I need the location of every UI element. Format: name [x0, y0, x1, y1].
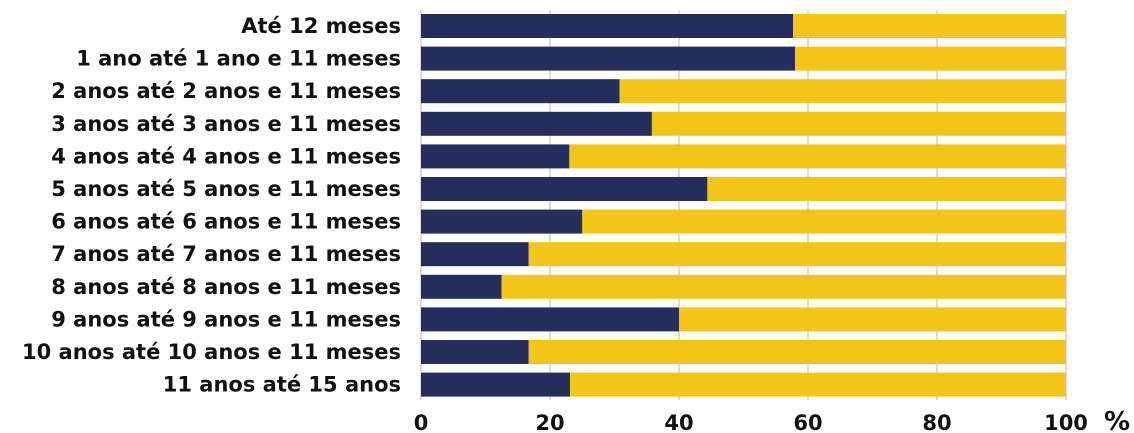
- x-tick-label: 20: [535, 411, 564, 433]
- category-labels: Até 12 meses 1 ano até 1 ano e 11 meses 2 …: [22, 14, 401, 397]
- x-tick-label: 80: [922, 411, 951, 433]
- bar-series0-row11: [421, 372, 570, 397]
- bar-series1-row9: [679, 307, 1066, 332]
- bar-series0-row7: [421, 242, 529, 267]
- bar-series0-row5: [421, 177, 708, 201]
- category-label: 10 anos até 10 anos e 11 meses: [22, 340, 401, 364]
- bar-series0-row10: [421, 340, 529, 364]
- category-label: 3 anos até 3 anos e 11 meses: [51, 112, 401, 136]
- bar-series1-row5: [707, 177, 1066, 201]
- bar-series0-row2: [421, 79, 620, 104]
- grid-lines: [420, 10, 1067, 400]
- bar-series1-row8: [501, 274, 1066, 299]
- bar-series1-row7: [528, 242, 1066, 267]
- bar-series0-row6: [421, 209, 583, 234]
- category-label: 4 anos até 4 anos e 11 meses: [51, 144, 401, 168]
- x-axis-ticks: 0 20 40 60 80 100: [414, 411, 1088, 433]
- x-tick-label: 0: [414, 411, 429, 433]
- bar-series0-row9: [421, 307, 679, 332]
- bar-series1-row4: [569, 144, 1066, 169]
- bar-series1-row6: [582, 209, 1066, 234]
- category-label: 6 anos até 6 anos e 11 meses: [51, 210, 401, 234]
- bar-series0-row3: [421, 111, 652, 136]
- bar-series1-row2: [619, 79, 1066, 104]
- category-label: 5 anos até 5 anos e 11 meses: [51, 177, 401, 201]
- bar-series0-row8: [421, 274, 502, 299]
- bar-series0-row4: [421, 144, 570, 169]
- category-label: 11 anos até 15 anos: [163, 373, 401, 397]
- bar-series1-row10: [528, 340, 1066, 364]
- x-tick-label: 100: [1044, 411, 1088, 433]
- category-label: 2 anos até 2 anos e 11 meses: [51, 79, 401, 103]
- x-tick-label: 40: [664, 411, 693, 433]
- bar-series1-row3: [651, 111, 1066, 136]
- bar-series1-row0: [793, 14, 1066, 38]
- category-label: 7 anos até 7 anos e 11 meses: [51, 242, 401, 266]
- x-tick-label: 60: [793, 411, 822, 433]
- x-axis-unit-label: %: [1104, 407, 1130, 433]
- category-label: 9 anos até 9 anos e 11 meses: [51, 307, 401, 331]
- category-label: Até 12 meses: [241, 14, 401, 38]
- category-label: 8 anos até 8 anos e 11 meses: [51, 275, 401, 299]
- bar-series1-row11: [569, 372, 1066, 397]
- bar-series1-row1: [795, 46, 1066, 71]
- bars: [421, 14, 1066, 397]
- bar-series0-row1: [421, 46, 796, 71]
- category-label: 1 ano até 1 ano e 11 meses: [76, 47, 401, 71]
- bar-series0-row0: [421, 14, 794, 38]
